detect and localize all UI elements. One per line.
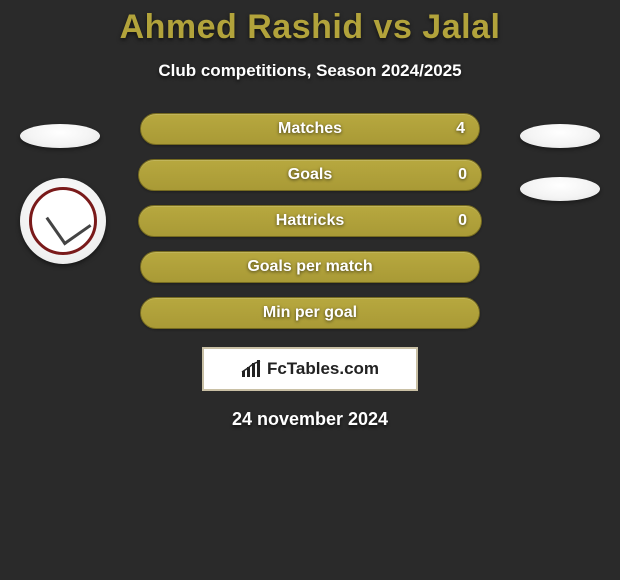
stat-label: Min per goal (263, 304, 357, 322)
comparison-subtitle: Club competitions, Season 2024/2025 (0, 61, 620, 81)
comparison-title: Ahmed Rashid vs Jalal (0, 0, 620, 47)
brand-box: FcTables.com (202, 347, 418, 391)
stat-label: Goals (288, 166, 332, 184)
brand-text: FcTables.com (267, 359, 379, 379)
stat-value: 0 (458, 166, 467, 184)
snapshot-date: 24 november 2024 (0, 409, 620, 430)
stat-bar-matches: Matches 4 (140, 113, 480, 145)
stat-label: Goals per match (247, 258, 372, 276)
stat-value: 0 (458, 212, 467, 230)
stat-bar-goals-per-match: Goals per match (140, 251, 480, 283)
bars-icon (241, 360, 263, 378)
stat-label: Matches (278, 120, 342, 138)
stat-bar-goals: Goals 0 (138, 159, 482, 191)
stat-label: Hattricks (276, 212, 344, 230)
stat-bar-hattricks: Hattricks 0 (138, 205, 482, 237)
stat-bars: Matches 4 Goals 0 Hattricks 0 Goals per … (0, 113, 620, 329)
stat-value: 4 (456, 120, 465, 138)
stat-bar-min-per-goal: Min per goal (140, 297, 480, 329)
